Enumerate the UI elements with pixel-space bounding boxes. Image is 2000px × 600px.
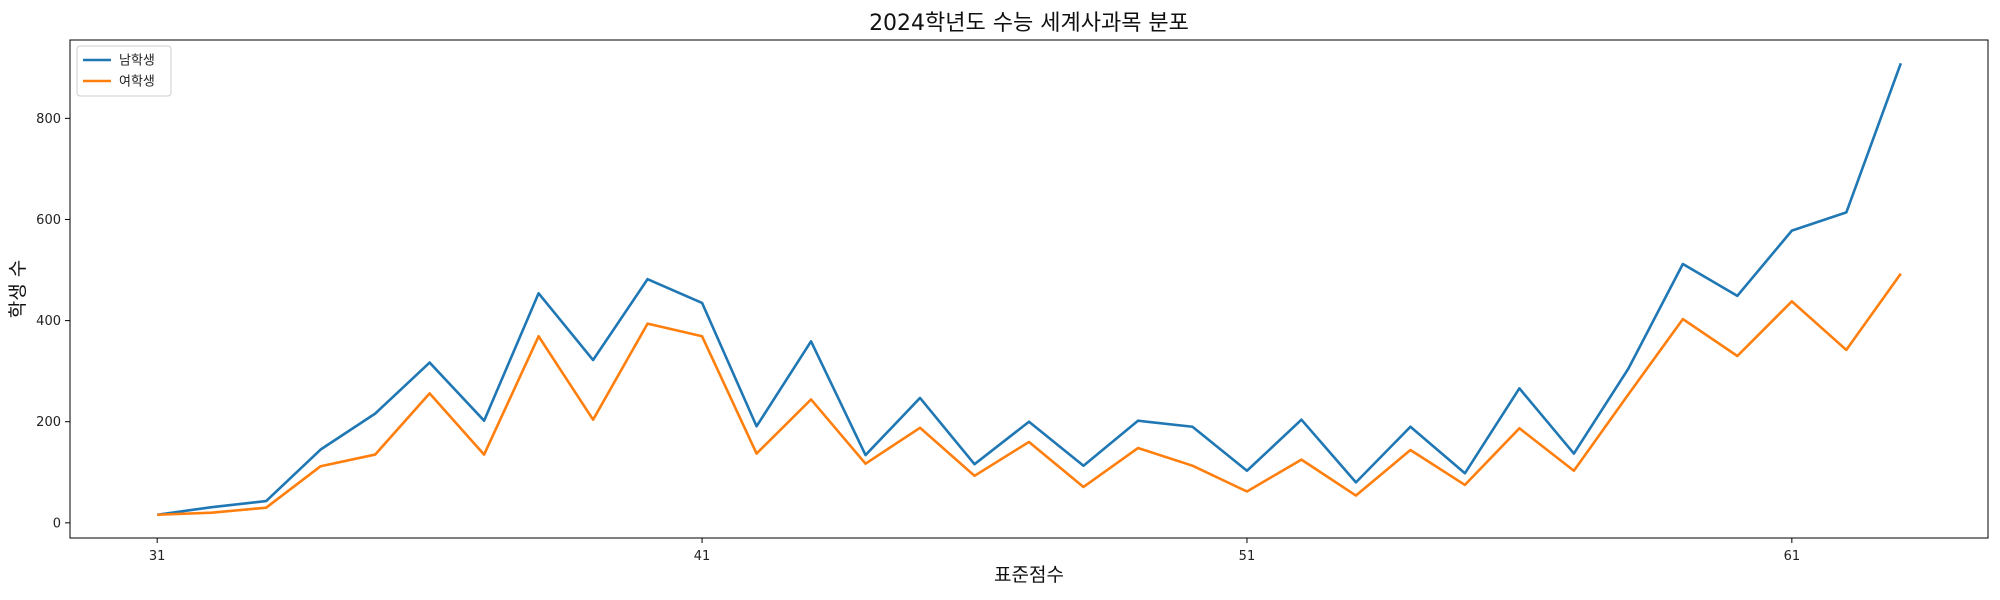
legend-box (76, 45, 172, 97)
y-tick-label: 200 (36, 415, 61, 430)
x-tick-label: 51 (1239, 549, 1256, 564)
chart-title: 2024학년도 수능 세계사과목 분포 (869, 11, 1189, 36)
x-tick-label: 31 (149, 549, 166, 564)
legend-label-male: 남학생 (119, 54, 155, 69)
y-tick-label: 0 (53, 516, 61, 531)
series-line-male (157, 62, 1903, 517)
x-axis-title: 표준점수 (994, 564, 1064, 586)
ticks-layer: 31 41 51 61 0 200 400 600 800 (36, 112, 1800, 564)
legend-label-female: 여학생 (119, 75, 155, 90)
x-tick-label: 61 (1784, 549, 1801, 564)
y-tick-label: 800 (36, 112, 61, 127)
y-axis-title: 학생 수 (7, 260, 29, 318)
series-line-female (157, 272, 1902, 517)
y-tick-label: 400 (36, 314, 61, 329)
marks-layer (157, 62, 1903, 517)
legend: 남학생 여학생 (76, 45, 172, 97)
y-tick-label: 600 (36, 213, 61, 228)
x-tick-label: 41 (694, 549, 711, 564)
plot-frame (69, 39, 1989, 539)
